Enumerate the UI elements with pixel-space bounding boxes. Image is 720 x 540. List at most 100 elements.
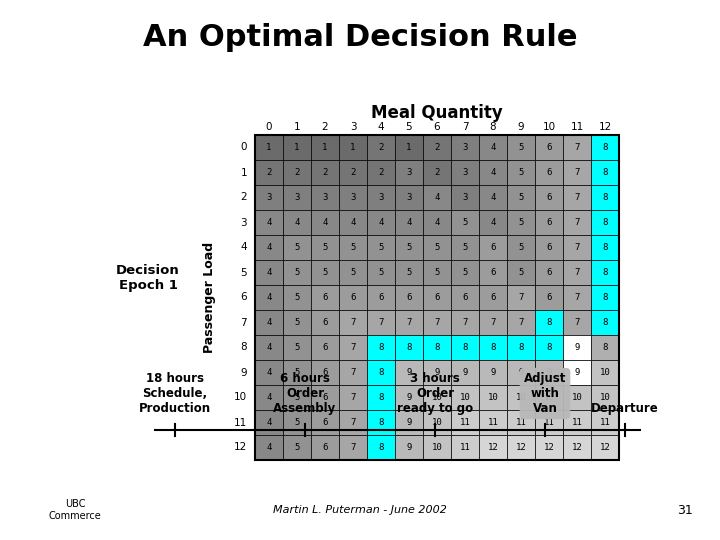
Bar <box>591 385 619 410</box>
Bar <box>563 185 591 210</box>
Bar <box>535 310 563 335</box>
Bar <box>479 160 507 185</box>
Bar <box>367 135 395 160</box>
Text: 4: 4 <box>266 293 271 302</box>
Bar <box>339 410 367 435</box>
Bar <box>507 360 535 385</box>
Text: 4: 4 <box>490 218 495 227</box>
Bar <box>283 310 311 335</box>
Text: 5: 5 <box>294 268 300 277</box>
Text: 9: 9 <box>434 368 440 377</box>
Bar <box>311 285 339 310</box>
Text: 4: 4 <box>490 143 495 152</box>
Bar <box>423 360 451 385</box>
Bar <box>479 135 507 160</box>
Bar <box>423 385 451 410</box>
Bar <box>283 360 311 385</box>
Bar <box>255 285 283 310</box>
Text: 6: 6 <box>490 268 495 277</box>
Bar <box>507 335 535 360</box>
Text: 9: 9 <box>240 368 247 377</box>
Text: 8: 8 <box>546 343 552 352</box>
Text: 8: 8 <box>378 368 384 377</box>
Bar <box>507 160 535 185</box>
Text: 6: 6 <box>323 418 328 427</box>
Bar <box>395 235 423 260</box>
Text: 4: 4 <box>266 443 271 452</box>
Bar <box>451 210 479 235</box>
Bar <box>451 285 479 310</box>
Text: 7: 7 <box>518 293 523 302</box>
Text: 5: 5 <box>462 243 468 252</box>
Text: Adjust
with
Van: Adjust with Van <box>524 372 566 415</box>
Text: 5: 5 <box>351 243 356 252</box>
Bar <box>339 135 367 160</box>
Text: 6 hours
Order
Assembly: 6 hours Order Assembly <box>274 372 337 415</box>
Text: 5: 5 <box>462 218 468 227</box>
Text: 6: 6 <box>323 293 328 302</box>
Text: 9: 9 <box>575 343 580 352</box>
Text: 3: 3 <box>462 143 468 152</box>
Bar <box>451 160 479 185</box>
Bar <box>591 310 619 335</box>
Text: 8: 8 <box>378 443 384 452</box>
Text: 7: 7 <box>406 318 412 327</box>
Bar <box>451 385 479 410</box>
Bar <box>535 410 563 435</box>
Bar <box>395 210 423 235</box>
Text: 5: 5 <box>434 268 440 277</box>
Text: 10: 10 <box>544 393 554 402</box>
Text: 8: 8 <box>546 318 552 327</box>
Bar <box>339 235 367 260</box>
Bar <box>563 235 591 260</box>
Text: 12: 12 <box>487 443 498 452</box>
Bar <box>451 260 479 285</box>
Text: 7: 7 <box>575 193 580 202</box>
Text: UBC
Commerce: UBC Commerce <box>49 499 102 521</box>
Bar <box>535 235 563 260</box>
Bar <box>423 310 451 335</box>
Text: 6: 6 <box>546 218 552 227</box>
Text: 11: 11 <box>516 418 526 427</box>
Text: 4: 4 <box>266 243 271 252</box>
Text: 6: 6 <box>546 143 552 152</box>
Text: Meal Quantity: Meal Quantity <box>371 104 503 122</box>
Text: 7: 7 <box>434 318 440 327</box>
Bar <box>283 435 311 460</box>
Bar <box>563 260 591 285</box>
Text: 9: 9 <box>518 122 524 132</box>
Text: 8: 8 <box>603 193 608 202</box>
Text: 8: 8 <box>603 218 608 227</box>
Bar <box>339 285 367 310</box>
Text: 7: 7 <box>462 122 468 132</box>
Bar <box>367 260 395 285</box>
Text: 12: 12 <box>234 442 247 453</box>
Text: Decision
Epoch 1: Decision Epoch 1 <box>116 264 180 292</box>
Text: 8: 8 <box>490 122 496 132</box>
Text: 4: 4 <box>266 393 271 402</box>
Bar <box>395 310 423 335</box>
Bar <box>423 235 451 260</box>
Bar <box>479 210 507 235</box>
Bar <box>563 385 591 410</box>
Text: Departure: Departure <box>591 402 659 415</box>
Text: 18 hours
Schedule,
Production: 18 hours Schedule, Production <box>139 372 211 415</box>
Text: 2: 2 <box>378 143 384 152</box>
Bar <box>479 410 507 435</box>
Text: 0: 0 <box>266 122 272 132</box>
Bar <box>507 260 535 285</box>
Bar <box>591 360 619 385</box>
Bar <box>479 435 507 460</box>
Text: 9: 9 <box>462 368 468 377</box>
Text: 12: 12 <box>600 443 611 452</box>
Text: 11: 11 <box>572 418 582 427</box>
Text: 5: 5 <box>240 267 247 278</box>
Bar <box>479 260 507 285</box>
Text: 7: 7 <box>351 418 356 427</box>
Bar <box>311 385 339 410</box>
Bar <box>451 335 479 360</box>
Text: 7: 7 <box>518 318 523 327</box>
Text: 6: 6 <box>546 168 552 177</box>
Text: 7: 7 <box>351 318 356 327</box>
Bar <box>367 385 395 410</box>
